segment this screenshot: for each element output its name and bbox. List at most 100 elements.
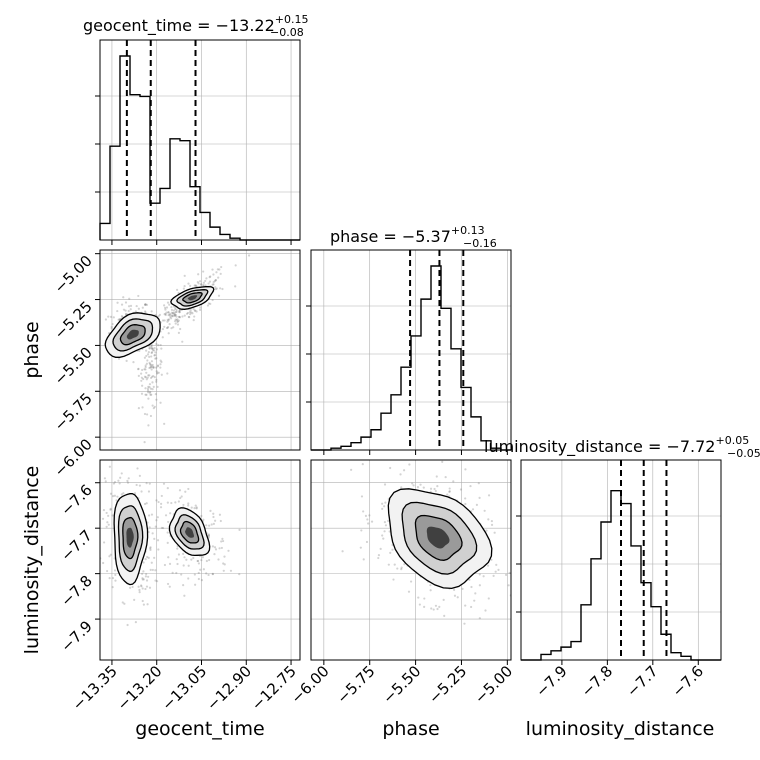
sample-point <box>168 323 171 326</box>
sample-point <box>492 574 495 577</box>
sample-point <box>129 308 132 311</box>
sample-point <box>202 518 205 521</box>
sample-point <box>164 306 167 309</box>
sample-point <box>195 507 198 510</box>
sample-point <box>200 514 203 518</box>
sample-point <box>182 287 185 290</box>
sample-point <box>120 493 123 496</box>
sample-point <box>152 366 155 369</box>
sample-point <box>168 562 172 565</box>
sample-point <box>238 528 241 531</box>
sample-point <box>176 320 179 323</box>
sample-point <box>129 304 133 307</box>
sample-point <box>126 481 130 484</box>
sample-point <box>133 492 137 495</box>
sample-point <box>453 594 457 597</box>
sample-point <box>132 361 135 364</box>
sample-point <box>167 556 170 559</box>
sample-point <box>148 586 152 589</box>
sample-point <box>187 315 190 319</box>
sample-point <box>142 561 145 564</box>
sample-point <box>381 534 384 537</box>
sample-point <box>435 475 438 478</box>
sample-point <box>117 318 120 321</box>
sample-point <box>137 367 140 370</box>
sample-point <box>432 608 435 611</box>
sample-point <box>208 558 211 562</box>
sample-point <box>180 495 183 498</box>
sample-point <box>144 366 147 369</box>
sample-point <box>179 327 182 331</box>
sample-point <box>223 555 226 558</box>
sample-point <box>155 499 158 502</box>
sample-point <box>167 520 170 524</box>
sample-point <box>147 490 151 493</box>
sample-point <box>174 322 177 325</box>
sample-point <box>448 490 451 493</box>
sample-point <box>156 539 160 542</box>
sample-point <box>117 479 120 482</box>
sample-point <box>150 364 153 367</box>
sample-point <box>165 311 168 314</box>
sample-point <box>150 346 153 349</box>
sample-point <box>147 385 150 388</box>
sample-point <box>138 349 141 352</box>
sample-point <box>478 617 481 620</box>
sample-point <box>153 405 156 408</box>
contour-geo-dist-b-3 <box>185 527 194 538</box>
sample-point <box>156 385 159 388</box>
sample-point <box>383 530 386 533</box>
sample-point <box>211 283 214 286</box>
contour-phase-dist-3 <box>426 526 450 549</box>
sample-point <box>163 325 166 328</box>
sample-point <box>430 607 433 610</box>
marks-layer <box>99 40 721 661</box>
sample-point <box>207 282 210 285</box>
sample-point <box>211 573 214 576</box>
sample-point <box>138 588 141 592</box>
sample-point <box>145 572 148 576</box>
sample-point <box>117 357 121 360</box>
sample-point <box>187 504 190 507</box>
sample-point <box>149 414 153 418</box>
sample-point <box>162 482 166 485</box>
sample-point <box>145 378 148 381</box>
sample-point <box>167 332 170 335</box>
sample-point <box>111 514 114 517</box>
sample-point <box>464 497 467 500</box>
sample-point <box>155 519 158 522</box>
sample-point <box>147 514 151 517</box>
sample-point <box>464 468 467 471</box>
sample-point <box>150 347 154 350</box>
sample-point <box>144 376 147 379</box>
sample-point <box>143 412 147 416</box>
sample-point <box>494 570 497 573</box>
sample-point <box>148 361 151 364</box>
sample-point <box>135 304 138 308</box>
sample-point <box>153 537 156 540</box>
sample-point <box>174 318 177 321</box>
sample-point <box>170 305 173 309</box>
sample-point <box>422 486 425 489</box>
sample-point <box>182 564 185 567</box>
sample-point <box>146 353 150 356</box>
sample-point <box>192 307 195 311</box>
sample-point <box>166 320 169 323</box>
sample-point <box>113 569 117 572</box>
sample-point <box>200 579 204 582</box>
sample-point <box>384 501 387 504</box>
sample-point <box>176 562 179 566</box>
sample-point <box>471 508 475 511</box>
sample-point <box>429 589 432 592</box>
sample-point <box>383 505 386 508</box>
sample-point <box>190 558 193 561</box>
sample-point <box>209 275 212 278</box>
sample-point <box>166 582 170 586</box>
sample-point <box>167 311 170 314</box>
sample-point <box>150 355 153 358</box>
sample-point <box>183 594 186 597</box>
sample-point <box>166 487 169 490</box>
sample-point <box>217 558 220 561</box>
sample-point <box>146 603 149 606</box>
sample-point <box>111 495 115 498</box>
